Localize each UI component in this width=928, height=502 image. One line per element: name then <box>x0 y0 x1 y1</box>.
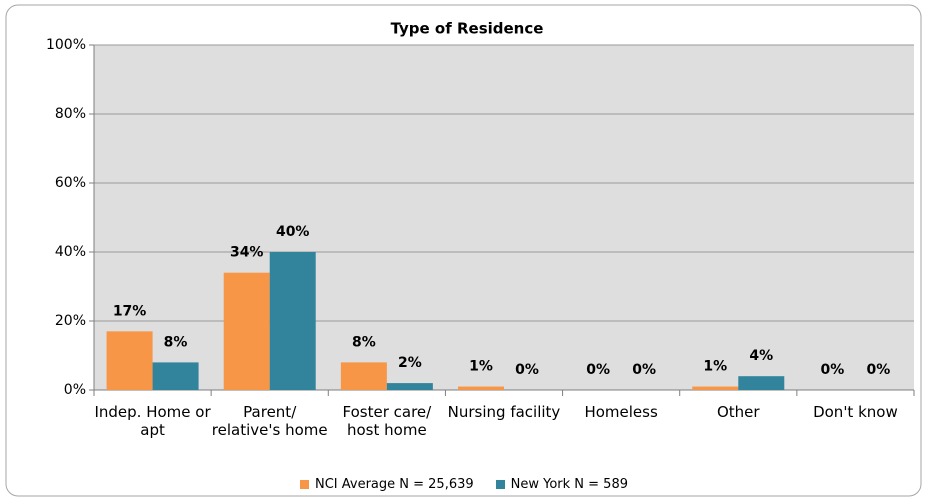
bar <box>106 331 153 390</box>
plot-area <box>94 45 914 390</box>
chart-title: Type of Residence <box>391 20 544 38</box>
x-tick-label: Indep. Home or apt <box>94 403 211 439</box>
legend-item: NCI Average N = 25,639 <box>299 477 474 492</box>
legend: NCI Average N = 25,639 New York N = 589 <box>0 477 928 492</box>
x-tick-label: Other <box>716 403 760 421</box>
data-label: 1% <box>703 359 727 375</box>
bar <box>738 376 785 390</box>
legend-swatch <box>495 480 505 489</box>
data-label: 0% <box>867 362 891 378</box>
data-label: 17% <box>113 303 147 319</box>
legend-label: NCI Average N = 25,639 <box>314 477 474 492</box>
data-label: 4% <box>749 348 773 364</box>
y-tick-label: 60% <box>55 175 86 191</box>
data-label: 8% <box>352 334 376 350</box>
y-tick-label: 20% <box>55 313 86 329</box>
x-tick-label: Foster care/ host home <box>342 403 432 439</box>
data-label: 0% <box>586 362 610 378</box>
bar <box>386 383 433 390</box>
y-tick-label: 80% <box>55 106 86 122</box>
data-label: 0% <box>515 362 539 378</box>
bar <box>223 272 270 390</box>
data-label: 34% <box>230 245 264 261</box>
data-label: 1% <box>469 359 493 375</box>
legend-item: New York N = 589 <box>495 477 628 492</box>
y-tick-label: 100% <box>46 37 86 53</box>
bar <box>692 386 739 390</box>
legend-label: New York N = 589 <box>510 477 628 492</box>
x-tick-label: Nursing facility <box>447 403 561 421</box>
legend-swatch <box>299 480 309 489</box>
data-label: 2% <box>398 355 422 371</box>
y-tick-label: 40% <box>55 244 86 260</box>
data-label: 0% <box>821 362 845 378</box>
x-tick-label: Don't know <box>813 403 898 421</box>
bar <box>340 362 387 390</box>
data-label: 0% <box>632 362 656 378</box>
x-tick-label: Parent/ relative's home <box>211 403 328 439</box>
bar <box>458 386 504 390</box>
data-label: 40% <box>276 224 310 240</box>
x-tick-label: Homeless <box>584 403 658 421</box>
y-tick-label: 0% <box>64 382 86 398</box>
bar <box>152 362 199 390</box>
data-label: 8% <box>164 334 188 350</box>
bar <box>269 252 316 390</box>
